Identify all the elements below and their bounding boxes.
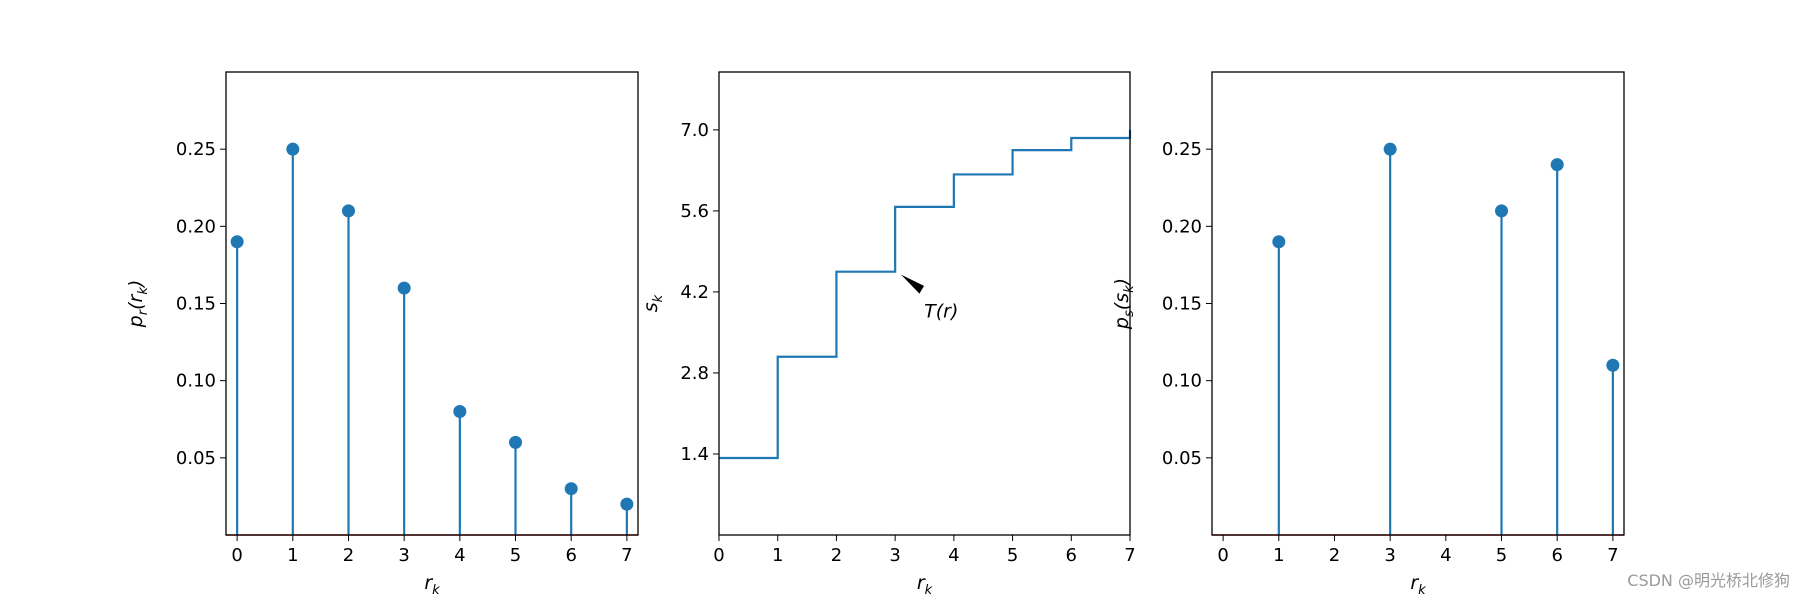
x-tick-label: 4 <box>454 545 465 566</box>
x-tick-label: 0 <box>231 545 242 566</box>
stem-marker <box>1495 204 1509 218</box>
stem-marker <box>1272 235 1286 249</box>
y-tick-label: 0.15 <box>1162 294 1202 315</box>
y-tick-label: 1.4 <box>680 444 709 465</box>
y-axis-label: sk <box>640 294 666 312</box>
y-tick-label: 0.10 <box>176 371 216 392</box>
annotation-arrow <box>901 274 925 294</box>
x-tick-label: 1 <box>1273 545 1284 566</box>
stem-marker <box>1550 158 1564 172</box>
x-tick-label: 6 <box>565 545 576 566</box>
y-tick-label: 0.20 <box>176 216 216 237</box>
x-tick-label: 7 <box>621 545 632 566</box>
x-tick-label: 6 <box>1066 545 1077 566</box>
y-axis-label: ps(sk) <box>1111 278 1137 330</box>
x-tick-label: 4 <box>1440 545 1451 566</box>
y-tick-label: 7.0 <box>680 120 709 141</box>
x-tick-label: 2 <box>1329 545 1340 566</box>
x-tick-label: 1 <box>772 545 783 566</box>
y-tick-label: 0.05 <box>1162 448 1202 469</box>
x-tick-label: 2 <box>343 545 354 566</box>
y-tick-label: 4.2 <box>680 282 709 303</box>
x-tick-label: 0 <box>1217 545 1228 566</box>
y-tick-label: 5.6 <box>680 201 709 222</box>
stem-marker <box>1606 358 1620 372</box>
x-tick-label: 3 <box>1384 545 1395 566</box>
stem-marker <box>453 405 467 419</box>
y-axis-label: pr(rk) <box>125 280 151 329</box>
x-tick-label: 7 <box>1124 545 1135 566</box>
x-tick-label: 3 <box>889 545 900 566</box>
chart-panel-1: 0 1 2 3 4 5 6 7 0.05 0.10 0.15 0.20 0.25 rk pr(rk) <box>125 71 639 598</box>
x-tick-label: 4 <box>948 545 959 566</box>
chart-panel-3: 0 1 2 3 4 5 6 7 0.05 0.10 0.15 0.20 0.25 rk ps(sk) <box>1111 71 1625 598</box>
axes-frame <box>718 71 1131 536</box>
x-tick-label: 5 <box>1496 545 1507 566</box>
x-tick-label: 3 <box>398 545 409 566</box>
chart-panel-2: T(r) 0 1 2 3 4 5 6 7 1.4 2.8 4.2 5.6 7.0 rk sk <box>640 71 1136 598</box>
y-tick-label: 2.8 <box>680 363 709 384</box>
y-tick-label: 0.25 <box>176 139 216 160</box>
stem-marker <box>286 142 300 156</box>
stem-marker <box>509 435 523 449</box>
chart-panels: 0 1 2 3 4 5 6 7 0.05 0.10 0.15 0.20 0.25 rk pr(rk) T(r)… <box>125 71 1625 598</box>
x-axis-label: rk <box>424 572 440 598</box>
x-tick-label: 6 <box>1551 545 1562 566</box>
x-tick-label: 2 <box>831 545 842 566</box>
annotation-label: T(r) <box>924 300 958 322</box>
stem-marker <box>620 497 634 511</box>
x-tick-label: 5 <box>510 545 521 566</box>
step-line <box>719 129 1132 460</box>
y-tick-label: 0.05 <box>176 448 216 469</box>
y-tick-label: 0.15 <box>176 294 216 315</box>
x-tick-label: 1 <box>287 545 298 566</box>
watermark-text: CSDN @明光桥北修狗 <box>1627 571 1790 590</box>
stem-marker <box>230 235 244 249</box>
x-tick-label: 5 <box>1007 545 1018 566</box>
x-axis-label: rk <box>1410 572 1426 598</box>
x-tick-label: 0 <box>713 545 724 566</box>
x-tick-label: 7 <box>1607 545 1618 566</box>
y-tick-label: 0.25 <box>1162 139 1202 160</box>
x-axis-label: rk <box>917 572 933 598</box>
stem-marker <box>564 482 578 496</box>
stem-marker <box>1383 142 1397 156</box>
stem-marker <box>341 204 355 218</box>
y-tick-label: 0.10 <box>1162 371 1202 392</box>
stem-marker <box>397 281 411 295</box>
y-tick-label: 0.20 <box>1162 216 1202 237</box>
